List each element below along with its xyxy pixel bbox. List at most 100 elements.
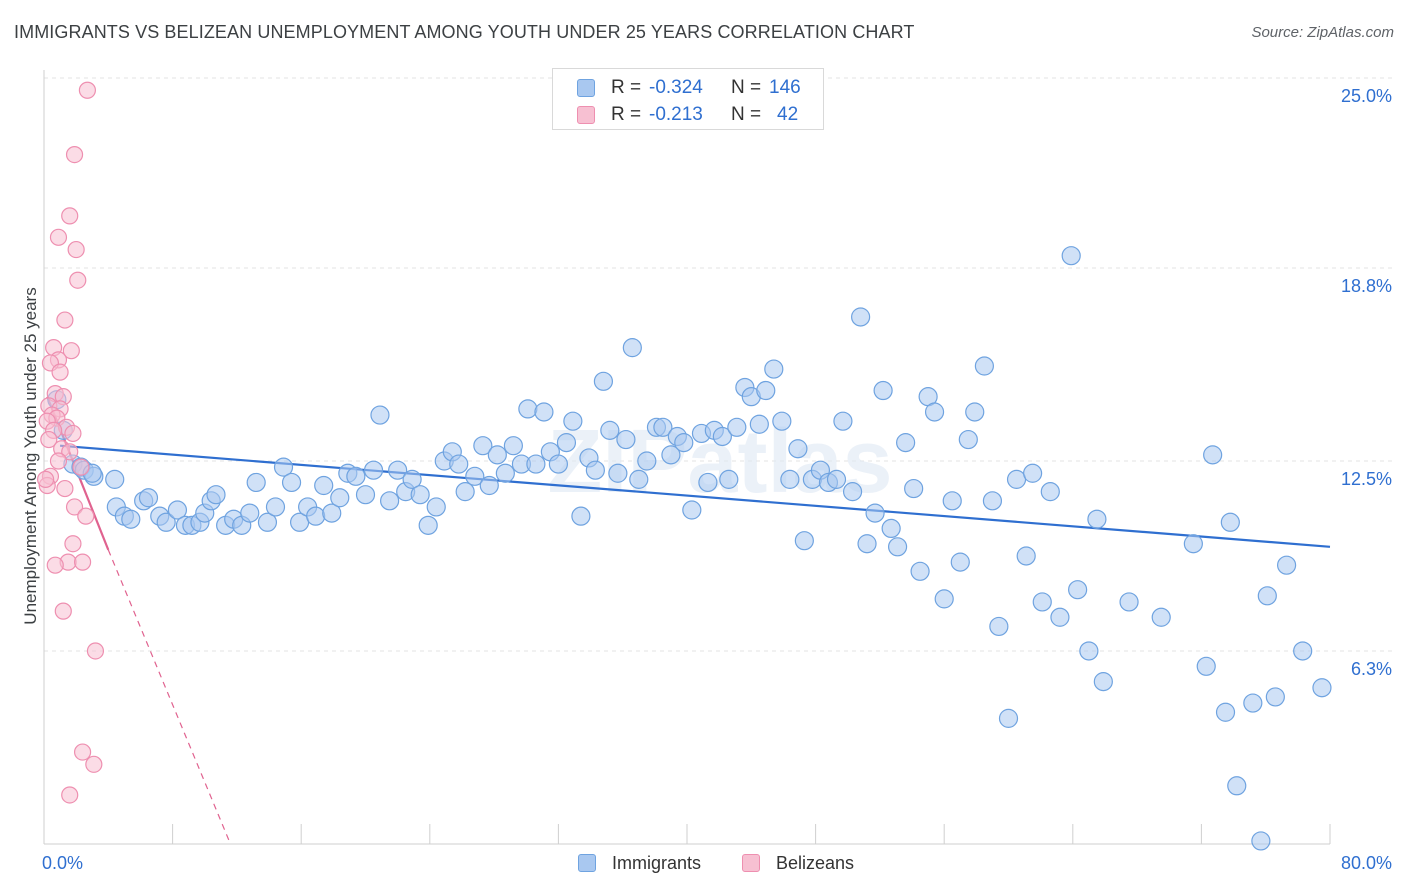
legend-n-label: N =	[731, 104, 762, 125]
legend-n-value: 42	[777, 104, 799, 125]
immigrants-point	[346, 466, 366, 486]
legend-n-label: N =	[731, 77, 762, 98]
legend-swatch-immigrants	[577, 79, 595, 97]
belizeans-point	[51, 363, 69, 381]
immigrants-point	[608, 463, 628, 483]
immigrants-point	[370, 405, 390, 425]
immigrants-point	[240, 503, 260, 523]
immigrants-point	[934, 589, 954, 609]
belizeans-point	[49, 228, 68, 246]
immigrants-point	[982, 491, 1003, 511]
immigrants-point	[167, 500, 188, 520]
x-tick-max: 80.0%	[1340, 853, 1392, 873]
immigrants-point	[1087, 509, 1107, 529]
immigrants-point	[942, 491, 962, 511]
immigrants-point	[865, 503, 885, 523]
immigrants-point	[534, 402, 554, 422]
data-points	[37, 81, 1332, 851]
immigrants-point	[585, 460, 605, 480]
immigrants-point	[653, 417, 673, 437]
immigrants-point	[465, 466, 485, 486]
legend-swatch-belizeans	[577, 106, 595, 124]
immigrants-point	[548, 454, 569, 474]
immigrants-point	[402, 469, 422, 489]
immigrants-point	[355, 485, 376, 505]
immigrants-point	[246, 472, 266, 493]
immigrants-point	[910, 561, 930, 581]
belizeans-point	[72, 458, 90, 476]
belizeans-point	[85, 755, 103, 773]
immigrants-point	[265, 497, 286, 517]
immigrants-point	[487, 445, 507, 465]
immigrants-point	[473, 436, 493, 456]
immigrants-point	[727, 417, 747, 437]
immigrants-point	[281, 472, 302, 493]
belizeans-point	[54, 602, 72, 620]
immigrants-point	[1119, 592, 1139, 612]
immigrants-point	[388, 460, 408, 480]
immigrants-point	[904, 478, 924, 499]
immigrants-point	[503, 436, 523, 456]
immigrants-point	[719, 469, 739, 489]
series-swatch-belizeans	[742, 854, 760, 872]
legend-row-immigrants: R = -0.324 N = 146	[553, 75, 823, 101]
immigrants-point	[526, 454, 546, 474]
immigrants-point	[105, 469, 125, 489]
belizeans-point	[73, 743, 92, 761]
belizeans-point	[40, 430, 58, 449]
belizeans-point	[56, 311, 74, 329]
immigrants-point	[1265, 687, 1285, 707]
immigrants-point	[1050, 607, 1070, 627]
belizeans-point	[61, 786, 79, 804]
immigrants-point	[887, 537, 908, 557]
belizeans-point	[62, 342, 80, 360]
correlation-legend: R = -0.324 N = 146 R = -0.213 N = 42	[552, 68, 824, 130]
y-tick-label: 12.5%	[1340, 469, 1392, 489]
belizeans-point	[65, 498, 84, 516]
immigrants-point	[1006, 469, 1027, 489]
source-label: Source: ZipAtlas.com	[1251, 24, 1394, 41]
immigrants-point	[1016, 546, 1036, 566]
immigrants-point	[1023, 463, 1043, 483]
immigrants-point	[418, 515, 438, 535]
immigrants-point	[593, 371, 614, 391]
y-axis-label: Unemployment Among Youth under 25 years	[21, 287, 40, 625]
immigrants-point	[273, 457, 294, 477]
immigrants-point	[1312, 678, 1332, 698]
immigrants-point	[479, 475, 499, 496]
immigrants-point	[1061, 246, 1081, 266]
immigrants-point	[600, 420, 620, 440]
immigrants-point	[764, 359, 784, 379]
belizeans-point	[65, 146, 84, 164]
immigrants-point	[851, 307, 871, 327]
immigrants-point	[772, 411, 792, 431]
belizeans-point	[77, 507, 95, 525]
immigrants-point	[950, 552, 970, 572]
y-tick-label: 18.8%	[1340, 275, 1392, 296]
immigrants-point	[380, 491, 400, 511]
x-tick-min: 0.0%	[42, 853, 84, 873]
immigrants-point	[616, 429, 636, 450]
immigrants-point	[637, 451, 657, 471]
chart-title: IMMIGRANTS VS BELIZEAN UNEMPLOYMENT AMON…	[14, 22, 915, 42]
belizeans-point	[37, 470, 55, 488]
axes	[43, 70, 1331, 845]
legend-r-value: -0.213	[649, 104, 703, 125]
immigrants-point	[712, 426, 732, 447]
immigrants-point	[756, 380, 776, 401]
immigrants-point	[833, 411, 853, 431]
legend-n-value: 146	[769, 77, 801, 98]
series-label-belizeans: Belizeans	[776, 853, 855, 873]
immigrants-point	[857, 534, 877, 554]
legend-r-label: R =	[611, 77, 642, 98]
immigrants-point	[924, 402, 945, 422]
immigrants-point	[622, 338, 642, 358]
belizeans-point	[64, 535, 82, 553]
immigrants-point	[455, 482, 475, 502]
immigrants-point	[682, 500, 702, 520]
immigrants-point	[958, 429, 978, 450]
belizeans-point	[49, 452, 68, 470]
immigrants-point	[1227, 776, 1247, 796]
immigrants-point	[410, 485, 430, 505]
